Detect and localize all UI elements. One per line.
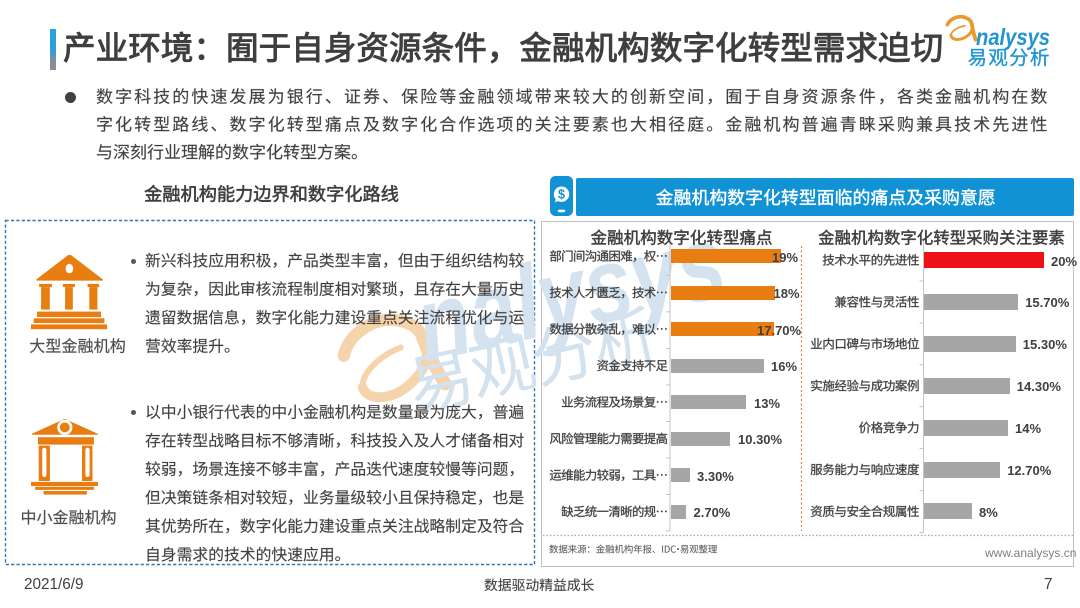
svg-text:$: $: [558, 188, 565, 202]
svg-text:nalysys: nalysys: [976, 24, 1050, 50]
